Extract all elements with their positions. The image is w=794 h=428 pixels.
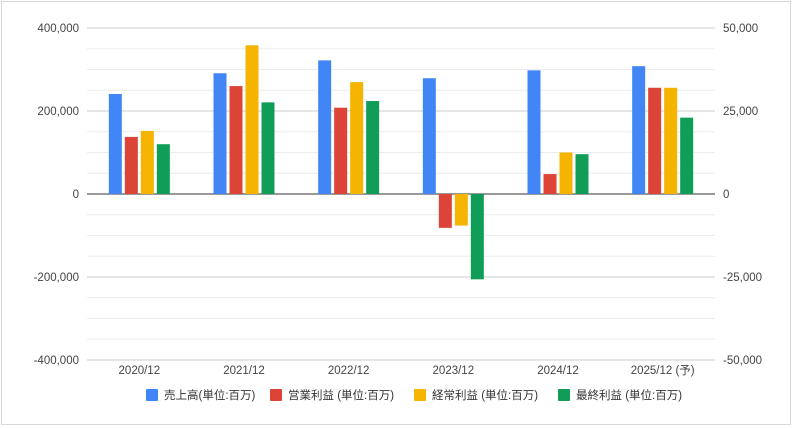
y-left-tick-label: 0: [73, 189, 79, 201]
legend-label: 営業利益 (単位:百万): [288, 388, 394, 402]
legend-swatch: [558, 389, 570, 401]
y-left-tick-label: 400,000: [37, 23, 79, 35]
y-right-tick-label: -50,000: [723, 355, 762, 367]
x-tick-label: 2024/12: [537, 365, 579, 377]
bar: [156, 144, 170, 194]
bar: [366, 101, 380, 194]
bar: [438, 194, 452, 228]
legend-label: 最終利益 (単位:百万): [576, 388, 682, 402]
bar: [422, 78, 436, 194]
y-left-tick-label: -400,000: [34, 355, 79, 367]
y-left-tick-label: 200,000: [37, 106, 79, 118]
bar: [632, 66, 646, 194]
y-right-tick-label: 25,000: [723, 106, 758, 118]
legend-swatch: [414, 389, 426, 401]
bar: [261, 102, 275, 194]
y-right-tick-label: 50,000: [723, 23, 758, 35]
bar: [350, 82, 364, 194]
x-tick-label: 2021/12: [223, 365, 265, 377]
bar: [648, 87, 662, 194]
legend-label: 売上高(単位:百万): [164, 388, 256, 402]
bar: [213, 73, 227, 194]
bar: [575, 154, 589, 194]
bar: [543, 174, 557, 194]
bar: [229, 86, 243, 194]
y-right-tick-label: 0: [723, 189, 729, 201]
bar: [245, 45, 259, 194]
legend-swatch: [270, 389, 282, 401]
bar: [664, 87, 678, 194]
bar: [454, 194, 468, 226]
legend-label: 経常利益 (単位:百万): [432, 388, 538, 402]
bar: [527, 70, 541, 194]
x-tick-label: 2025/12 (予): [631, 364, 695, 377]
bar: [318, 60, 332, 195]
bar: [334, 107, 348, 194]
bar: [559, 152, 573, 194]
y-left-tick-label: -200,000: [34, 272, 79, 284]
bar: [470, 194, 484, 280]
x-tick-label: 2022/12: [328, 365, 370, 377]
bar: [680, 117, 694, 194]
x-tick-label: 2023/12: [433, 365, 475, 377]
bar: [140, 130, 154, 194]
y-right-tick-label: -25,000: [723, 272, 762, 284]
bar: [124, 136, 138, 194]
bar: [108, 93, 122, 194]
x-tick-label: 2020/12: [119, 365, 161, 377]
legend-swatch: [146, 389, 158, 401]
